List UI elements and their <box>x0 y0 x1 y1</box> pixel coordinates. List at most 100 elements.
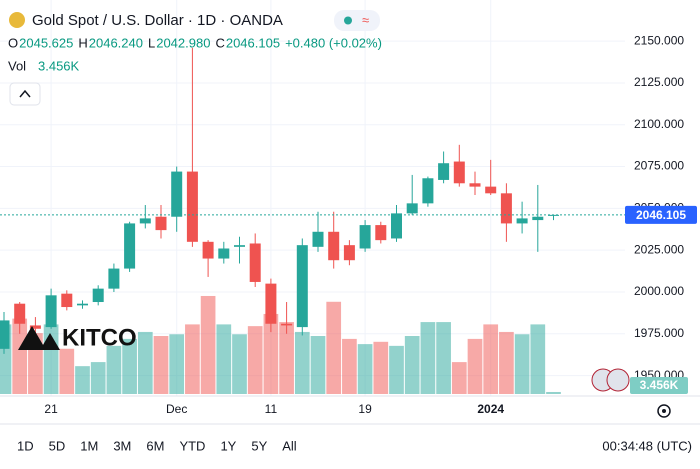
ohlc-value: 2046.240 <box>89 35 143 50</box>
volume-bar <box>106 345 122 394</box>
y-tick-label: 2000.000 <box>634 284 684 298</box>
symbol-title: Gold Spot / U.S. Dollar · 1D · OANDA <box>32 12 283 29</box>
x-tick-label: 21 <box>44 402 58 416</box>
candle-body <box>532 216 544 221</box>
volume-axis-label: 3.456K <box>640 378 679 392</box>
watermark: KITCO <box>18 324 137 351</box>
y-tick-label: 2075.000 <box>634 159 684 173</box>
candle-body <box>438 163 450 180</box>
y-tick-label: 2125.000 <box>634 75 684 89</box>
candle-body <box>61 293 73 308</box>
x-tick-label: 11 <box>265 402 278 416</box>
x-tick-label: 19 <box>358 402 372 416</box>
candle-body <box>0 320 10 349</box>
candle-body <box>469 183 481 187</box>
volume-bar <box>279 322 294 394</box>
candle-body <box>171 171 183 217</box>
range-button[interactable]: 5D <box>49 438 66 453</box>
y-tick-label: 2100.000 <box>634 117 684 131</box>
status-pill[interactable] <box>334 10 380 31</box>
range-button[interactable]: 6M <box>146 438 164 453</box>
volume-pane <box>0 295 561 394</box>
candle-body <box>29 325 41 329</box>
candle-body <box>422 178 434 204</box>
y-tick-label: 2025.000 <box>634 242 684 256</box>
vol-label: Vol <box>8 58 26 73</box>
flag-icon <box>606 368 630 392</box>
candle-body <box>296 245 308 328</box>
market-open-dot <box>344 16 352 25</box>
range-button[interactable]: 1Y <box>220 438 236 453</box>
candle-body <box>328 231 340 261</box>
candle-body <box>249 243 261 282</box>
volume-bar <box>0 324 12 394</box>
candle-body <box>155 216 167 231</box>
last-price-box <box>625 205 697 224</box>
x-tick-label: Dec <box>166 402 187 416</box>
volume-bar <box>530 324 546 394</box>
volume-bar <box>43 324 59 394</box>
watermark-logo <box>18 326 60 350</box>
candle-body <box>343 245 355 261</box>
range-button[interactable]: YTD <box>179 438 205 453</box>
volume-bar <box>436 322 451 394</box>
volume-bar <box>12 318 28 394</box>
settings-icon-dot <box>662 409 666 413</box>
volume-bar <box>122 338 137 394</box>
volume-bar <box>404 336 420 394</box>
clock: 00:34:48 (UTC) <box>602 438 692 453</box>
volume-bar <box>546 391 561 394</box>
candle-body <box>92 288 104 303</box>
ohlc-change: +0.480 (+0.02%) <box>285 35 382 50</box>
ohlc-value: 2046.105 <box>226 35 280 50</box>
collapse-icon <box>19 89 31 98</box>
volume-bar <box>389 345 404 394</box>
candle-body <box>516 218 528 224</box>
volume-bar <box>185 324 200 394</box>
candle-body <box>124 223 136 269</box>
range-button[interactable]: 5Y <box>251 438 267 453</box>
candle-body <box>77 303 88 306</box>
candle-body <box>406 203 418 214</box>
ohlc-key: H <box>78 35 87 50</box>
candle-body <box>265 283 277 324</box>
volume-bar <box>357 344 373 394</box>
ohlc-key: O <box>8 35 18 50</box>
range-button[interactable]: All <box>282 438 297 453</box>
candle-body <box>202 241 214 259</box>
volume-bar <box>247 326 263 394</box>
y-tick-label: 2150.000 <box>634 33 684 47</box>
candle-body <box>500 193 512 224</box>
volume-bar <box>59 348 75 394</box>
volume-bar <box>420 322 436 394</box>
x-tick-label: 2024 <box>477 402 504 416</box>
volume-bar <box>294 331 310 394</box>
volume-bar <box>326 301 342 394</box>
volume-bar <box>137 331 153 394</box>
ohlc-value: 2045.625 <box>19 35 73 50</box>
status-icon: ≈ <box>362 12 369 27</box>
volume-bar <box>90 362 106 394</box>
collapse-button[interactable] <box>9 82 41 106</box>
volume-bar <box>467 338 483 394</box>
candle-body <box>45 295 57 328</box>
volume-bar <box>263 313 279 394</box>
volume-bar <box>75 366 90 394</box>
range-button[interactable]: 1M <box>80 438 98 453</box>
ohlc-legend: O 2045.625 H 2046.240 L 2042.980 C 2046.105 +0.4… <box>8 35 382 50</box>
volume-bar <box>216 324 232 394</box>
settings-icon[interactable] <box>657 404 671 418</box>
symbol-icon <box>9 12 25 28</box>
volume-bar <box>483 324 499 394</box>
candle-body <box>375 225 387 241</box>
candle-body <box>234 245 245 247</box>
volume-bar <box>153 336 169 394</box>
volume-bar <box>310 336 326 394</box>
candle-body <box>108 268 120 289</box>
candle-body <box>359 225 371 249</box>
range-button[interactable]: 3M <box>113 438 131 453</box>
volume-bar <box>232 334 247 394</box>
volume-bar <box>342 338 357 394</box>
range-button[interactable]: 1D <box>17 438 34 453</box>
